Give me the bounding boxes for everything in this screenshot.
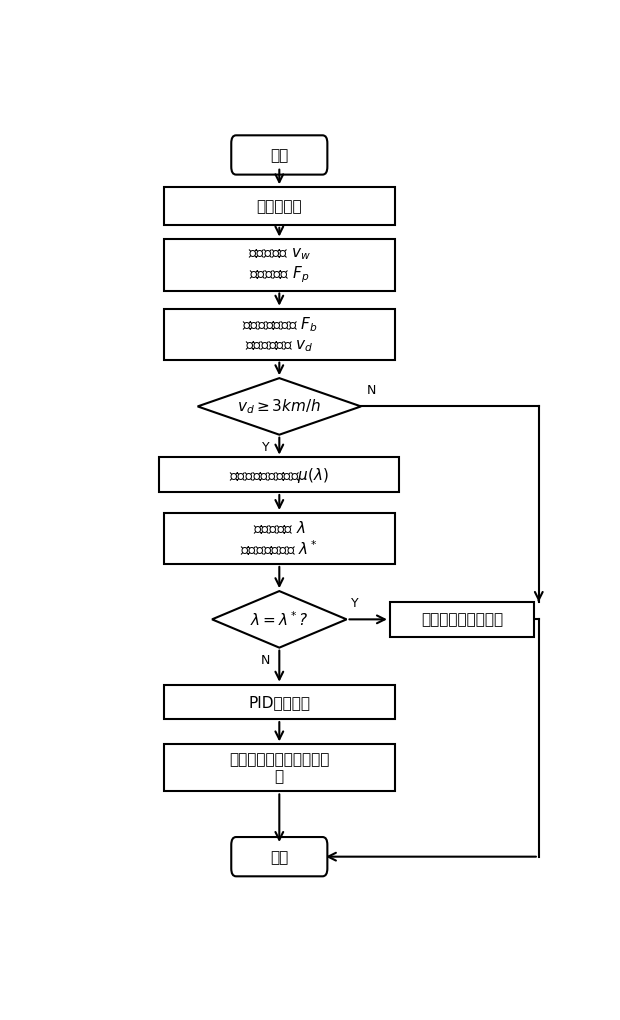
Bar	[164, 188, 394, 225]
Text: 制动缸压力保持不变: 制动缸压力保持不变	[421, 612, 503, 627]
Text: Y: Y	[262, 442, 270, 454]
Text: $v_d \geq 3km/h$: $v_d \geq 3km/h$	[237, 398, 321, 416]
Bar	[164, 745, 394, 792]
Text: N: N	[261, 654, 270, 667]
Text: Y: Y	[352, 597, 359, 610]
Bar	[164, 513, 394, 564]
Text: 估计轮轨间黏着系数$\mu(\lambda)$: 估计轮轨间黏着系数$\mu(\lambda)$	[229, 465, 329, 484]
Text: $\lambda=\lambda^*$?: $\lambda=\lambda^*$?	[250, 610, 309, 629]
Text: 计算机车制动力 $F_b$
机车参考速度 $v_d$: 计算机车制动力 $F_b$ 机车参考速度 $v_d$	[242, 315, 317, 353]
Bar	[164, 309, 394, 360]
Text: 结束: 结束	[270, 850, 288, 864]
Text: 计算滑移率 $\lambda$
估计最优滑移率 $\lambda^*$: 计算滑移率 $\lambda$ 估计最优滑移率 $\lambda^*$	[241, 519, 318, 558]
Text: 系统初始化: 系统初始化	[257, 199, 302, 214]
Text: 对制动缸进行排风或再充
风: 对制动缸进行排风或再充 风	[229, 752, 329, 784]
FancyBboxPatch shape	[231, 136, 327, 175]
Bar	[390, 602, 534, 636]
Text: 读取轴速度 $v_w$
制动缸压力 $F_p$: 读取轴速度 $v_w$ 制动缸压力 $F_p$	[248, 246, 311, 285]
Text: 开始: 开始	[270, 148, 288, 163]
Bar	[164, 240, 394, 291]
Bar	[159, 458, 399, 493]
Bar	[164, 684, 394, 719]
FancyBboxPatch shape	[231, 837, 327, 876]
Polygon shape	[212, 592, 347, 648]
Polygon shape	[198, 378, 361, 435]
Text: PID控制算法: PID控制算法	[248, 695, 311, 710]
Text: N: N	[367, 385, 376, 398]
